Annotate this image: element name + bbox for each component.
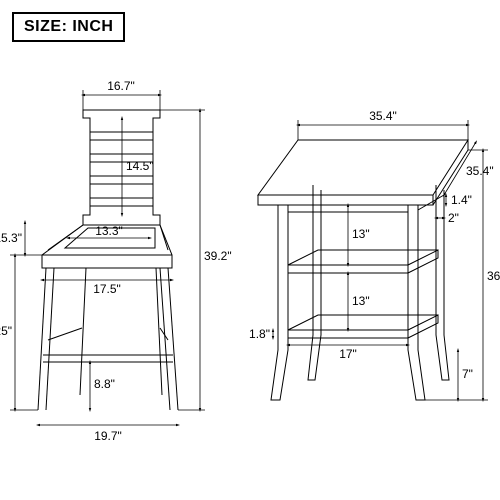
- size-unit-badge: SIZE: INCH: [12, 12, 125, 42]
- size-label: SIZE:: [24, 18, 67, 35]
- dim-table-shelf-width: 17": [339, 347, 357, 361]
- dim-chair-back-height: 14.5": [126, 159, 154, 173]
- dim-table-shelf-thickness: 1.8": [249, 327, 270, 341]
- dim-chair-seat-inner: 13.3": [95, 224, 123, 238]
- table-drawing: 35.4" 35.4" 1.4" 2" 13" 13" 17" 1.8" 7" …: [249, 109, 500, 400]
- dim-table-total-height: 36.2": [487, 269, 500, 283]
- size-unit: INCH: [72, 18, 113, 35]
- furniture-dimension-diagram: 16.7" 14.5" 15.3" 13.3" 17.5" 39.2" 25" …: [0, 0, 500, 500]
- dim-chair-footrest-height: 8.8": [94, 377, 115, 391]
- dim-chair-seat-front: 17.5": [93, 282, 121, 296]
- dim-table-shelf-gap2: 13": [352, 294, 370, 308]
- dim-chair-top-width: 16.7": [107, 79, 135, 93]
- dim-table-foot-height: 7": [462, 367, 473, 381]
- dim-table-top-depth: 35.4": [466, 164, 494, 178]
- dim-table-top-width: 35.4": [369, 109, 397, 123]
- dim-chair-seat-height: 25": [0, 324, 12, 338]
- dim-chair-total-height: 39.2": [204, 249, 232, 263]
- chair-drawing: 16.7" 14.5" 15.3" 13.3" 17.5" 39.2" 25" …: [0, 79, 232, 443]
- dim-table-leg-width: 2": [448, 211, 459, 225]
- dim-table-thickness: 1.4": [451, 193, 472, 207]
- dim-table-shelf-gap1: 13": [352, 227, 370, 241]
- dim-chair-seat-depth: 15.3": [0, 231, 22, 245]
- dim-chair-base-depth: 19.7": [94, 429, 122, 443]
